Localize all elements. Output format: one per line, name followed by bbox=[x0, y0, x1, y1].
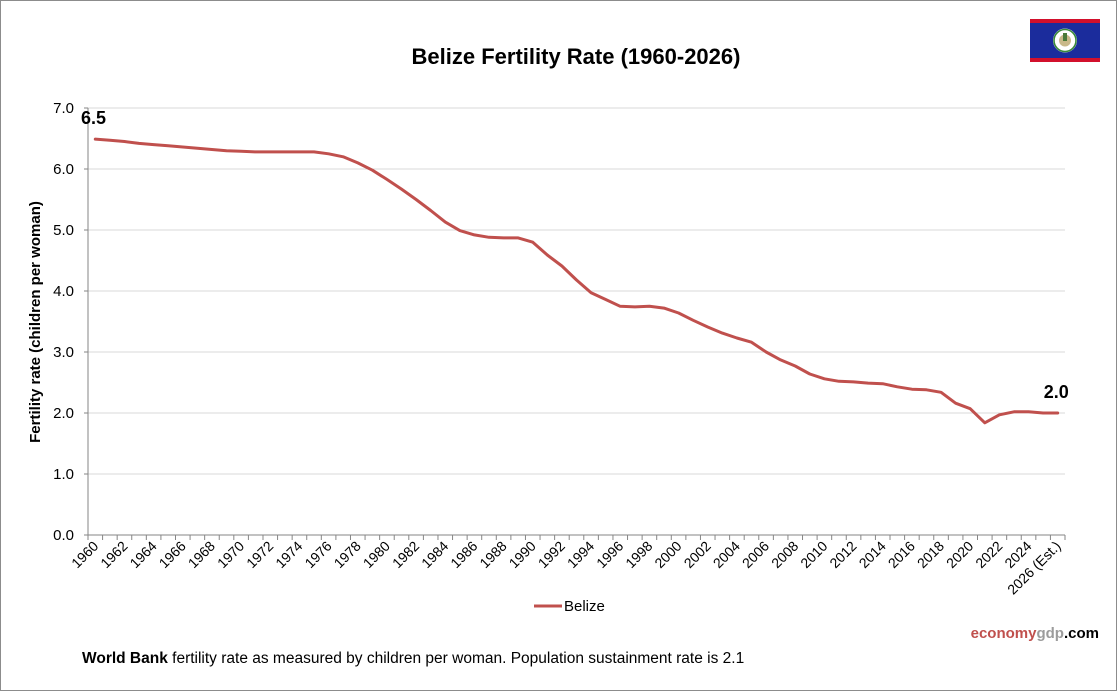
flag-emblem-wreath bbox=[1053, 28, 1077, 53]
x-tick-label: 1982 bbox=[389, 538, 422, 571]
flag-bottom-stripe bbox=[1030, 58, 1100, 62]
x-tick-label: 2000 bbox=[651, 538, 684, 571]
x-tick-label: 1992 bbox=[535, 538, 568, 571]
footer-note: World Bank fertility rate as measured by… bbox=[82, 650, 744, 668]
x-tick-label: 2020 bbox=[943, 538, 976, 571]
x-tick-label: 1994 bbox=[564, 538, 597, 571]
y-axis-ticks: 0.0 1.0 2.0 3.0 4.0 5.0 6.0 7.0 bbox=[53, 100, 88, 544]
y-axis-title: Fertility rate (children per woman) bbox=[27, 201, 44, 443]
footer-text: fertility rate as measured by children p… bbox=[167, 650, 745, 667]
data-label: 6.5 bbox=[81, 108, 106, 128]
x-tick-label: 1996 bbox=[593, 538, 626, 571]
x-tick-label: 1978 bbox=[331, 538, 364, 571]
brand-part-com: .com bbox=[1063, 625, 1099, 642]
x-tick-label: 2012 bbox=[826, 538, 859, 571]
x-tick-label: 1974 bbox=[272, 538, 305, 571]
data-label: 2.0 bbox=[1044, 382, 1069, 402]
y-tick-label: 4.0 bbox=[53, 283, 74, 300]
x-tick-label: 1966 bbox=[156, 538, 189, 571]
x-tick-label: 1962 bbox=[97, 538, 130, 571]
x-tick-label: 2004 bbox=[710, 538, 743, 571]
gridlines bbox=[88, 107, 1065, 475]
y-tick-label: 5.0 bbox=[53, 222, 74, 239]
x-tick-label: 1998 bbox=[622, 538, 655, 571]
x-tick-label: 2008 bbox=[768, 538, 801, 571]
brand-part-economy: economy bbox=[970, 625, 1037, 642]
y-tick-label: 7.0 bbox=[53, 100, 74, 117]
y-tick-label: 3.0 bbox=[53, 344, 74, 361]
flag-emblem-tree bbox=[1063, 33, 1067, 41]
x-tick-label: 1986 bbox=[447, 538, 480, 571]
x-tick-label: 1976 bbox=[301, 538, 334, 571]
y-tick-label: 1.0 bbox=[53, 466, 74, 483]
legend-label-belize: Belize bbox=[564, 598, 605, 615]
flag-top-stripe bbox=[1030, 19, 1100, 23]
x-tick-label: 1984 bbox=[418, 538, 451, 571]
x-tick-label: 2006 bbox=[739, 538, 772, 571]
x-tick-label: 1972 bbox=[243, 538, 276, 571]
x-tick-label: 2022 bbox=[972, 538, 1005, 571]
x-tick-label: 2016 bbox=[885, 538, 918, 571]
x-tick-label: 1964 bbox=[126, 538, 159, 571]
brand-watermark: economygdp.com bbox=[971, 625, 1099, 642]
series-lines bbox=[93, 137, 1060, 425]
x-tick-label: 1968 bbox=[185, 538, 218, 571]
x-tick-label: 1970 bbox=[214, 538, 247, 571]
brand-part-gdp: gdp bbox=[1036, 625, 1064, 642]
x-axis-ticks: 1960196219641966196819701972197419761978… bbox=[68, 535, 1066, 598]
footer-source: World Bank bbox=[82, 650, 168, 667]
x-axis bbox=[87, 108, 1065, 536]
chart-title: Belize Fertility Rate (1960-2026) bbox=[411, 44, 741, 69]
y-tick-label: 6.0 bbox=[53, 161, 74, 178]
x-tick-label: 2010 bbox=[797, 538, 830, 571]
belize-flag-icon bbox=[1030, 19, 1100, 62]
data-annotations: 6.5 2.0 bbox=[81, 108, 1069, 402]
y-tick-label: 0.0 bbox=[53, 527, 74, 544]
x-tick-label: 1990 bbox=[506, 538, 539, 571]
legend: Belize bbox=[534, 598, 605, 615]
x-tick-label: 2018 bbox=[914, 538, 947, 571]
x-tick-label: 2014 bbox=[856, 538, 889, 571]
x-tick-label: 1980 bbox=[360, 538, 393, 571]
x-tick-label: 1988 bbox=[476, 538, 509, 571]
x-tick-label: 2002 bbox=[681, 538, 714, 571]
series-line-belize bbox=[93, 137, 1060, 425]
y-tick-label: 2.0 bbox=[53, 405, 74, 422]
